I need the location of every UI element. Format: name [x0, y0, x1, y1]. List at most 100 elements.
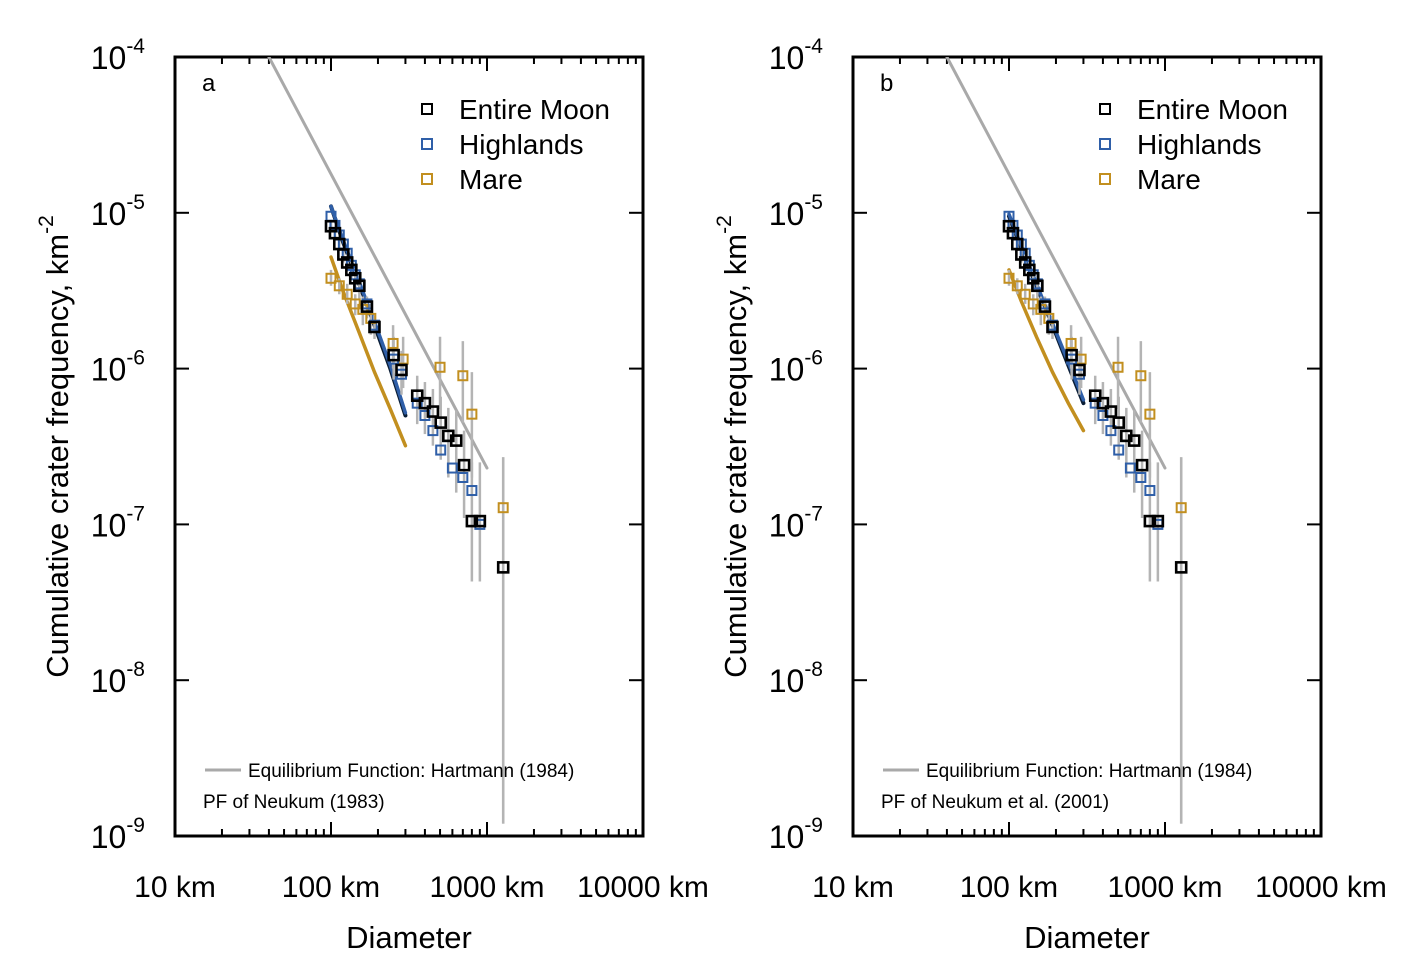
tick-marks	[852, 56, 1321, 837]
y-tick-exponent: -6	[126, 347, 145, 370]
data-point	[449, 434, 463, 447]
legend-label: Mare	[459, 164, 523, 195]
data-point	[1144, 408, 1156, 420]
plot-area	[945, 57, 1188, 824]
data-point	[1175, 502, 1187, 514]
line-legend-label: PF of Neukum (1983)	[203, 792, 385, 813]
y-tick-base: 10	[91, 663, 127, 699]
legend-marker	[1099, 138, 1111, 150]
y-tick-base: 10	[91, 507, 127, 543]
y-tick-base: 10	[769, 352, 805, 388]
y-tick-base: 10	[769, 663, 805, 699]
data-point	[457, 471, 469, 483]
data-point	[1143, 514, 1157, 528]
line-legend-label: PF of Neukum et al. (2001)	[881, 792, 1109, 813]
data-point	[411, 397, 423, 409]
data-point	[434, 361, 446, 373]
data-point	[1065, 337, 1077, 349]
data-point	[1019, 288, 1031, 300]
y-tick-base: 10	[91, 352, 127, 388]
data-point	[360, 300, 374, 313]
data-point	[1135, 458, 1149, 472]
legend-label: Highlands	[459, 129, 584, 160]
data-point	[435, 444, 447, 456]
panel-a: 10 km 100 km 1000 km 10000 km10-410-510-610…	[35, 35, 709, 955]
data-point	[496, 561, 510, 574]
data-point	[497, 502, 509, 514]
x-tick-label: 1000 km	[1107, 871, 1222, 904]
y-axis-title-text: Cumulative crater frequency, km	[718, 234, 753, 678]
data-point	[410, 389, 424, 402]
legend-marker	[421, 103, 433, 115]
legend-marker	[1099, 103, 1111, 115]
data-point	[473, 514, 487, 528]
x-tick-label: 1000 km	[429, 871, 544, 904]
y-tick-base: 10	[769, 196, 805, 232]
y-tick-exponent: -7	[126, 502, 145, 525]
y-axis-title: Cumulative crater frequency, km-2	[35, 215, 75, 678]
plot-frame	[173, 55, 645, 838]
equilibrium-line	[267, 57, 489, 470]
y-tick-base: 10	[769, 507, 805, 543]
data-point	[1151, 514, 1165, 528]
y-axis-title-text: Cumulative crater frequency, km	[40, 234, 75, 678]
data-point	[466, 408, 478, 420]
data-point	[465, 514, 479, 528]
data-point	[353, 279, 366, 293]
data-point	[1135, 471, 1147, 483]
y-tick-label: 10-4	[91, 35, 146, 76]
y-tick-exponent: -8	[804, 658, 823, 681]
data-point	[387, 337, 399, 349]
data-point	[395, 363, 408, 377]
data-point	[387, 348, 400, 362]
data-point	[1104, 405, 1118, 418]
data-point	[1038, 300, 1052, 313]
data-point	[1124, 462, 1136, 474]
data-point	[434, 416, 448, 429]
data-point	[418, 396, 432, 410]
data-point	[341, 288, 353, 300]
y-tick-exponent: -9	[126, 814, 145, 837]
data-point	[1046, 320, 1059, 334]
x-tick-label: 10 km	[812, 871, 894, 904]
x-tick-label: 10000 km	[1255, 871, 1387, 904]
y-tick-base: 10	[769, 819, 805, 855]
y-tick-label: 10-8	[769, 658, 823, 699]
legend-label: Entire Moon	[1137, 94, 1288, 125]
data-point	[1011, 280, 1023, 292]
data-point	[1113, 444, 1125, 456]
x-axis-title: Diameter	[1024, 920, 1150, 955]
y-tick-exponent: -9	[804, 814, 823, 837]
data-point	[1065, 348, 1078, 362]
data-point	[325, 272, 337, 284]
y-axis-title-superscript: -2	[713, 215, 736, 234]
legend-label: Highlands	[1137, 129, 1262, 160]
y-tick-label: 10-4	[769, 35, 824, 76]
data-point	[1112, 416, 1126, 429]
y-axis-title-superscript: -2	[35, 215, 58, 234]
plot-area	[267, 57, 510, 824]
y-tick-exponent: -4	[126, 35, 145, 58]
x-tick-label: 100 km	[282, 871, 380, 904]
data-point	[1174, 561, 1188, 574]
y-tick-exponent: -5	[126, 191, 145, 214]
data-point	[1089, 397, 1101, 409]
x-axis-title: Diameter	[346, 920, 472, 955]
y-tick-exponent: -6	[804, 347, 823, 370]
pf_mare-line	[329, 255, 408, 448]
y-tick-label: 10-6	[91, 347, 145, 388]
data-point	[1127, 434, 1141, 447]
data-point	[466, 485, 478, 497]
data-point	[1096, 396, 1110, 410]
y-tick-base: 10	[91, 819, 127, 855]
panel-label: a	[202, 70, 216, 97]
y-tick-label: 10-7	[769, 502, 823, 543]
equilibrium-line	[945, 57, 1167, 470]
entire-moon-series	[324, 219, 510, 574]
data-point	[333, 280, 345, 292]
y-tick-exponent: -8	[126, 658, 145, 681]
panel-label: b	[880, 70, 893, 97]
y-tick-base: 10	[91, 40, 127, 76]
y-tick-label: 10-9	[91, 814, 145, 855]
